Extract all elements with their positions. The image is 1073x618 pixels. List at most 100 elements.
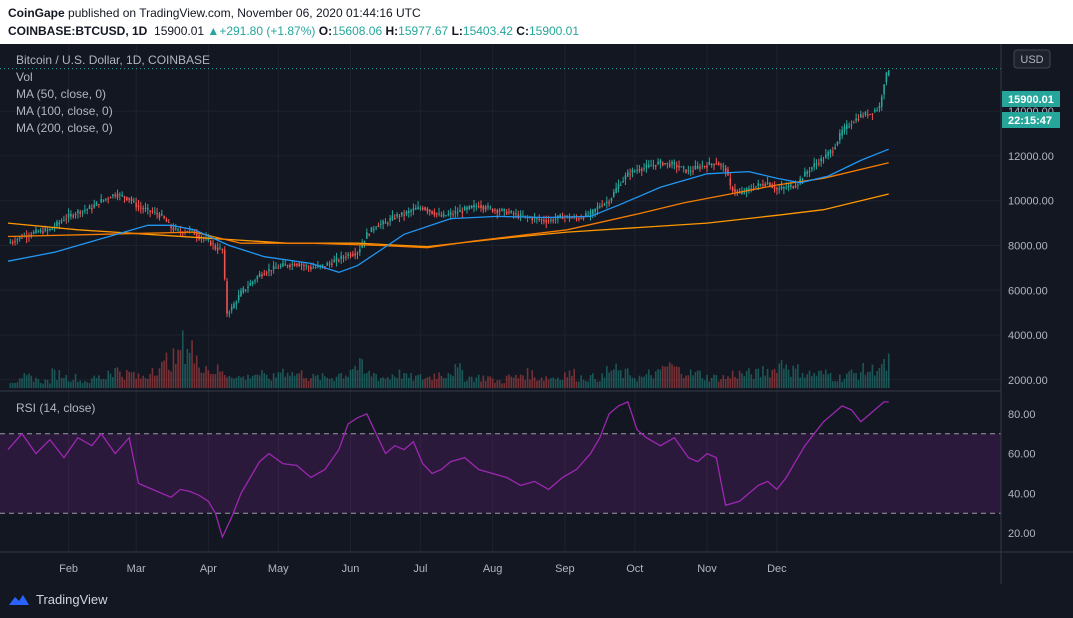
volume-bar xyxy=(545,376,548,388)
volume-bar xyxy=(102,378,105,388)
candle-body xyxy=(153,211,156,213)
candle-body xyxy=(554,218,557,220)
volume-bar xyxy=(729,378,732,388)
volume-bar xyxy=(592,373,594,388)
candle-body xyxy=(377,225,380,228)
volume-bar xyxy=(35,377,37,388)
volume-bar xyxy=(652,378,655,388)
volume-bar xyxy=(63,377,65,388)
volume-bar xyxy=(883,358,885,388)
volume-bar xyxy=(613,369,615,388)
volume-bar xyxy=(67,381,70,388)
candle-body xyxy=(116,193,119,198)
candle-body xyxy=(622,180,624,183)
volume-bar xyxy=(51,368,54,388)
volume-bar xyxy=(839,374,841,388)
volume-bar xyxy=(282,368,284,388)
currency-button-label[interactable]: USD xyxy=(1020,54,1043,66)
moving-averages xyxy=(7,148,889,273)
candle-body xyxy=(606,201,608,203)
volume-bar xyxy=(741,373,743,388)
volume-bar xyxy=(361,359,363,388)
volume-bar xyxy=(44,379,47,388)
last-price-tag-bg xyxy=(1002,91,1060,107)
candle-body xyxy=(806,171,808,174)
open-value: 15608.06 xyxy=(332,24,383,38)
candle-body xyxy=(706,165,708,168)
candle-body xyxy=(282,263,284,267)
candle-body xyxy=(822,159,825,161)
volume-bar xyxy=(459,363,461,388)
tradingview-brand[interactable]: TradingView xyxy=(8,592,108,607)
candle-body xyxy=(100,198,102,203)
candle-body xyxy=(303,264,305,266)
candle-body xyxy=(857,118,860,120)
volume-bar xyxy=(666,366,669,388)
candle-body xyxy=(359,249,361,253)
volume-bar xyxy=(526,368,529,388)
candle-body xyxy=(305,265,308,267)
candle-body xyxy=(664,163,666,165)
publisher-name[interactable]: CoinGape xyxy=(8,6,65,20)
price-chart[interactable]: Feb Mar Apr May Jun Jul Aug Sep Oct Nov Dec 2000.00… xyxy=(0,44,1073,584)
volume-bar xyxy=(293,375,296,388)
candle-body xyxy=(417,206,419,210)
candle-body xyxy=(400,212,403,216)
volume-bar xyxy=(272,373,275,388)
volume-bar xyxy=(261,370,263,388)
volume-bar xyxy=(324,376,326,388)
volume-bar xyxy=(84,381,86,388)
candle-body xyxy=(617,184,620,189)
candle-body xyxy=(42,231,44,234)
publication-line: CoinGape published on TradingView.com, N… xyxy=(8,6,421,20)
volume-bar xyxy=(515,374,517,388)
volume-bars xyxy=(9,330,890,388)
volume-bar xyxy=(228,376,231,388)
volume-bar xyxy=(305,378,308,388)
candle-body xyxy=(121,195,123,197)
volume-bar xyxy=(373,372,375,388)
candle-body xyxy=(473,204,475,208)
volume-bar xyxy=(46,380,49,388)
candle-body xyxy=(550,219,552,221)
candle-body xyxy=(254,280,256,282)
candle-body xyxy=(16,239,19,241)
volume-bar xyxy=(417,374,419,388)
candle-body xyxy=(447,213,450,216)
candle-body xyxy=(461,211,464,213)
volume-bar xyxy=(286,372,289,388)
volume-bar xyxy=(205,366,207,388)
x-tick-label: Feb xyxy=(59,563,78,575)
volume-bar xyxy=(263,373,266,388)
volume-bar xyxy=(745,371,748,388)
candle-body xyxy=(745,188,748,192)
volume-bar xyxy=(414,375,417,388)
candle-body xyxy=(815,163,818,165)
candle-body xyxy=(580,217,582,219)
currency-button-frame[interactable] xyxy=(1013,49,1051,69)
candle-body xyxy=(244,289,247,291)
volume-bar xyxy=(673,366,676,388)
candle-body xyxy=(631,169,634,173)
candle-body xyxy=(545,220,548,223)
candle-body xyxy=(848,126,850,128)
candle-body xyxy=(494,209,496,211)
candle-body xyxy=(291,263,294,265)
rsi-tick-label: 80.00 xyxy=(1008,409,1036,421)
volume-bar xyxy=(582,379,585,388)
candle-body xyxy=(407,210,410,214)
volume-bar xyxy=(661,366,664,388)
volume-bar xyxy=(832,381,834,388)
volume-bar xyxy=(715,375,718,388)
volume-bar xyxy=(456,367,459,388)
candle-body xyxy=(60,220,63,223)
currency-button[interactable]: USD xyxy=(1013,49,1051,69)
candle-body xyxy=(333,260,335,263)
volume-bar xyxy=(678,367,680,388)
candle-body xyxy=(405,211,408,215)
volume-bar xyxy=(307,380,310,388)
volume-bar xyxy=(638,375,641,388)
volume-bar xyxy=(829,372,832,388)
candle-body xyxy=(629,173,631,175)
last-price-tag-text: 15900.01 xyxy=(1008,94,1054,106)
